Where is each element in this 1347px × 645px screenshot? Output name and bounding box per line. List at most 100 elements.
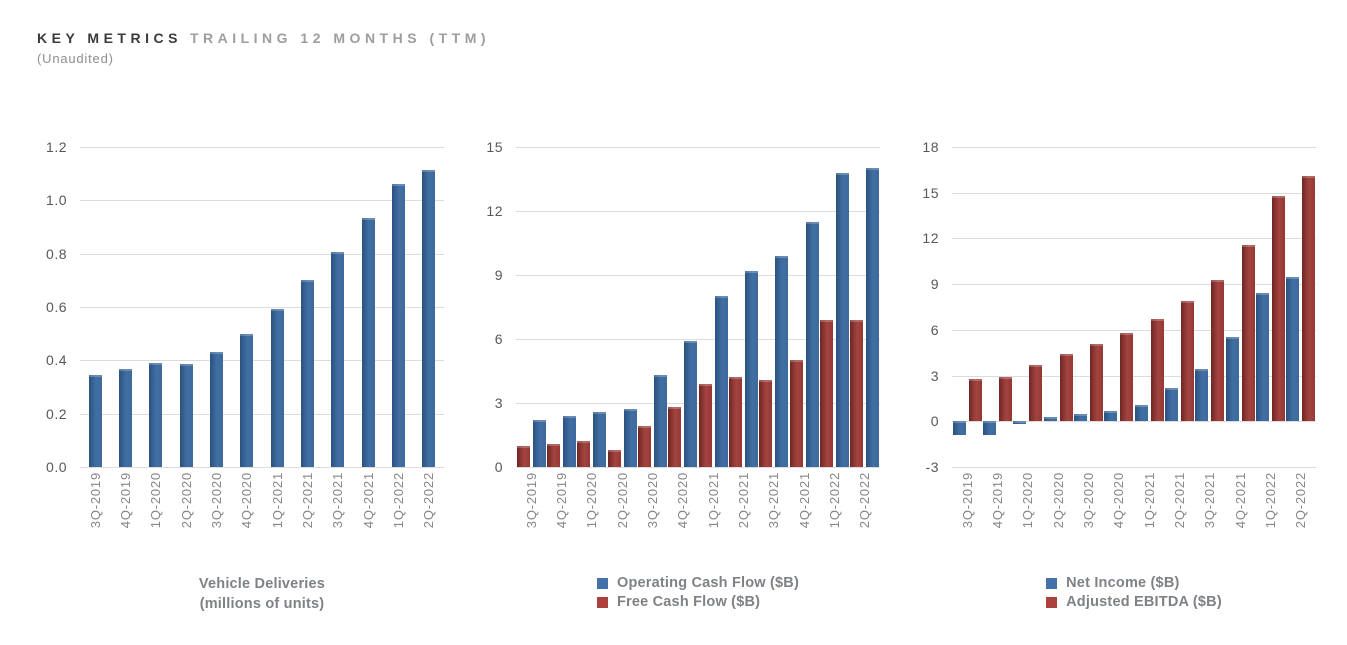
bar-group-3Q-2020 (201, 147, 231, 467)
bar-group-4Q-2020 (232, 147, 262, 467)
bar-blue-1Q-2022 (1255, 293, 1269, 422)
y-axis-tick-label: -3 (925, 459, 939, 475)
x-axis-label: 3Q-2019 (523, 472, 539, 529)
bar-red-1Q-2020 (577, 441, 591, 467)
x-axis-label-slot: 3Q-2021 (759, 472, 789, 566)
bar-red-2Q-2021 (728, 377, 742, 467)
bar-blue-3Q-2021 (775, 255, 789, 467)
legend-swatch-blue (596, 577, 608, 589)
x-axis-label: 3Q-2021 (330, 472, 346, 529)
legend-item: Operating Cash Flow ($B) (596, 575, 799, 591)
bar-group-3Q-2020 (1073, 147, 1103, 467)
chart-cash-flow: 0 3 6 9 12 15 3Q-2019 4Q-2019 1Q-2020 2Q-2020 3Q-2… (470, 139, 880, 614)
bar-group-1Q-2020 (577, 147, 607, 467)
gridline (952, 238, 1316, 240)
bar-blue-1Q-2021 (1134, 404, 1148, 422)
x-axis-label-slot: 1Q-2020 (1013, 472, 1043, 566)
page-subtitle: (Unaudited) (37, 51, 114, 66)
gridline (952, 467, 1316, 468)
bar-blue-4Q-2019 (982, 421, 996, 435)
x-axis-label: 3Q-2021 (1202, 472, 1218, 529)
x-axis-labels: 3Q-2019 4Q-2019 1Q-2020 2Q-2020 3Q-2020 4Q-20… (952, 472, 1316, 566)
y-axis-tick-label: 0.6 (46, 299, 67, 315)
legend-box: Operating Cash Flow ($B) Free Cash Flow (… (596, 575, 799, 610)
legend-label: Net Income ($B) (1066, 575, 1180, 591)
bar-group-2Q-2022 (850, 147, 880, 467)
page-title: KEY METRICS TRAILING 12 MONTHS (TTM) (37, 30, 490, 48)
bar-red-1Q-2022 (1271, 195, 1285, 422)
x-axis-label-slot: 2Q-2020 (607, 472, 637, 566)
axis-caption-line1: Vehicle Deliveries (198, 576, 326, 592)
gridline (80, 413, 444, 415)
y-axis-tick-label: 0.8 (46, 245, 67, 262)
axis-caption-line2: (millions of units) (199, 595, 325, 612)
bar-group-1Q-2021 (262, 147, 292, 467)
y-axis-tick-label: 9 (930, 276, 939, 293)
x-axis-label-slot: 4Q-2020 (1104, 472, 1134, 566)
y-axis-tick-label: 0 (494, 459, 503, 475)
x-axis-label: 4Q-2020 (675, 472, 691, 529)
bar-red-4Q-2021 (789, 360, 803, 467)
x-axis-label-slot: 4Q-2020 (232, 472, 262, 566)
bar-red-4Q-2021 (1241, 244, 1255, 422)
bar-blue-1Q-2022 (835, 172, 849, 467)
x-axis-label-slot: 3Q-2019 (80, 472, 110, 566)
bar-red-3Q-2019 (516, 445, 530, 467)
y-axis-tick-label: 6 (930, 321, 939, 338)
plot-area: 0 3 6 9 12 15 (486, 139, 880, 475)
gridline (80, 147, 444, 148)
x-axis-label: 3Q-2021 (766, 472, 782, 529)
x-axis-label: 3Q-2020 (1080, 472, 1096, 529)
bar-group-2Q-2021 (1164, 147, 1194, 467)
y-axis-tick-label: 9 (494, 267, 503, 283)
x-axis-label: 1Q-2021 (705, 472, 721, 529)
x-axis-label-slot: 2Q-2020 (1043, 472, 1073, 566)
bar-group-4Q-2021 (1225, 147, 1255, 467)
bar-group-4Q-2019 (546, 147, 576, 467)
bars-layer (952, 147, 1316, 467)
bar-red-2Q-2020 (1059, 354, 1073, 422)
gridline (80, 467, 444, 468)
bar-red-4Q-2019 (546, 443, 560, 467)
x-axis-label: 1Q-2020 (148, 472, 164, 529)
y-axis-tick-label: 0.0 (46, 459, 67, 475)
y-axis-tick-label: 6 (494, 331, 503, 347)
x-axis-label: 4Q-2019 (117, 472, 133, 529)
plot-area: 0.0 0.2 0.4 0.6 0.8 1.0 1.2 (46, 139, 444, 475)
bar-blue-4Q-2019 (118, 369, 132, 467)
x-axis-label-slot: 3Q-2021 (1195, 472, 1225, 566)
bar-group-1Q-2021 (698, 147, 728, 467)
bar-blue-3Q-2020 (1073, 413, 1087, 422)
x-axis-label: 3Q-2019 (959, 472, 975, 529)
gridline (952, 421, 1316, 423)
charts-row: 0.0 0.2 0.4 0.6 0.8 1.0 1.2 3Q-2019 4Q-2019 1Q-20… (34, 139, 1316, 614)
gridline (952, 329, 1316, 331)
x-axis-label-slot: 4Q-2019 (110, 472, 140, 566)
bar-group-4Q-2019 (110, 147, 140, 467)
bar-group-3Q-2021 (1195, 147, 1225, 467)
x-axis-label: 2Q-2020 (178, 472, 194, 529)
legend-item: Free Cash Flow ($B) (596, 594, 799, 610)
bar-blue-4Q-2021 (1225, 337, 1239, 422)
bar-group-1Q-2020 (141, 147, 171, 467)
bar-blue-2Q-2021 (744, 270, 758, 467)
chart-vehicle-deliveries: 0.0 0.2 0.4 0.6 0.8 1.0 1.2 3Q-2019 4Q-2019 1Q-20… (34, 139, 444, 614)
bar-group-3Q-2021 (323, 147, 353, 467)
x-axis-label-slot: 1Q-2022 (819, 472, 849, 566)
legend-item: Net Income ($B) (1046, 575, 1222, 591)
x-axis-label: 2Q-2022 (857, 472, 873, 529)
page-header: KEY METRICS TRAILING 12 MONTHS (TTM) (Una… (37, 30, 490, 66)
x-axis-label: 4Q-2021 (360, 472, 376, 529)
bar-red-3Q-2020 (1089, 343, 1103, 422)
title-primary: KEY METRICS (37, 30, 182, 46)
x-axis-label: 3Q-2019 (87, 472, 103, 529)
legend: Net Income ($B) Adjusted EBITDA ($B) (952, 575, 1316, 610)
x-axis-label-slot: 3Q-2020 (637, 472, 667, 566)
bar-group-1Q-2022 (819, 147, 849, 467)
bar-group-3Q-2020 (637, 147, 667, 467)
x-axis-label: 2Q-2021 (299, 472, 315, 529)
x-axis-label: 2Q-2022 (421, 472, 437, 529)
gridline (952, 192, 1316, 194)
legend-swatch-red (1046, 596, 1058, 608)
plot-area: -3 0 3 6 9 12 15 18 (922, 139, 1316, 475)
